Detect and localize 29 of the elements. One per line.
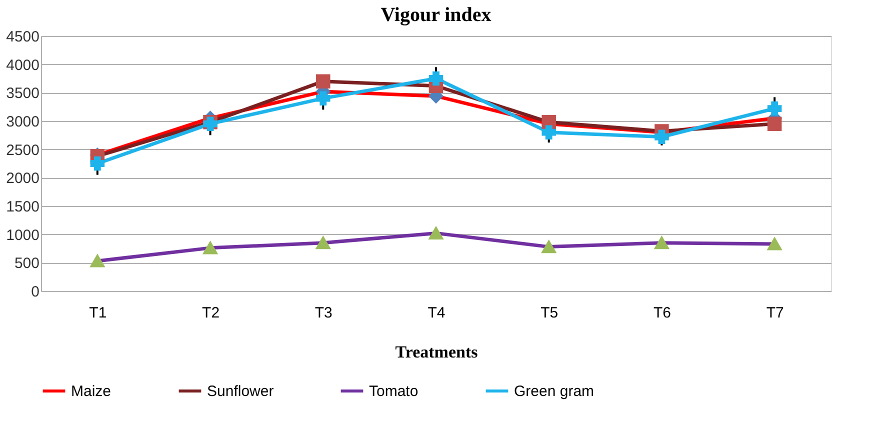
x-tick-label: T5	[540, 304, 558, 322]
y-tick-label: 500	[14, 255, 40, 272]
x-tick-label: T4	[428, 304, 446, 322]
x-tick-label: T1	[89, 304, 107, 322]
x-tick-label: T6	[653, 304, 671, 322]
legend-label: Green gram	[514, 383, 594, 400]
y-tick-label: 2500	[6, 142, 40, 159]
point	[767, 101, 782, 116]
y-tick-label: 1500	[6, 198, 40, 216]
y-tick-label: 3000	[6, 114, 40, 130]
point	[542, 125, 556, 140]
point	[428, 71, 444, 86]
point	[316, 91, 330, 106]
x-axis-title: Treatments	[395, 342, 478, 362]
y-tick-label: 1000	[6, 226, 40, 244]
x-tick-label: T3	[314, 304, 332, 322]
chart-title: Vigour index	[380, 4, 492, 26]
y-tick-label: 2000	[6, 170, 40, 188]
x-tick-label: T7	[766, 304, 784, 322]
y-tick-label: 3500	[6, 85, 40, 102]
x-tick-label: T2	[202, 304, 220, 322]
y-tick-label: 0	[31, 284, 40, 300]
legend-label: Maize	[71, 383, 112, 400]
y-tick-label: 4000	[6, 56, 40, 74]
legend-label: Sunflower	[207, 383, 274, 400]
legend-label: Tomato	[369, 383, 418, 400]
y-tick-label: 4500	[6, 28, 40, 46]
point	[90, 156, 105, 171]
point	[654, 130, 669, 144]
